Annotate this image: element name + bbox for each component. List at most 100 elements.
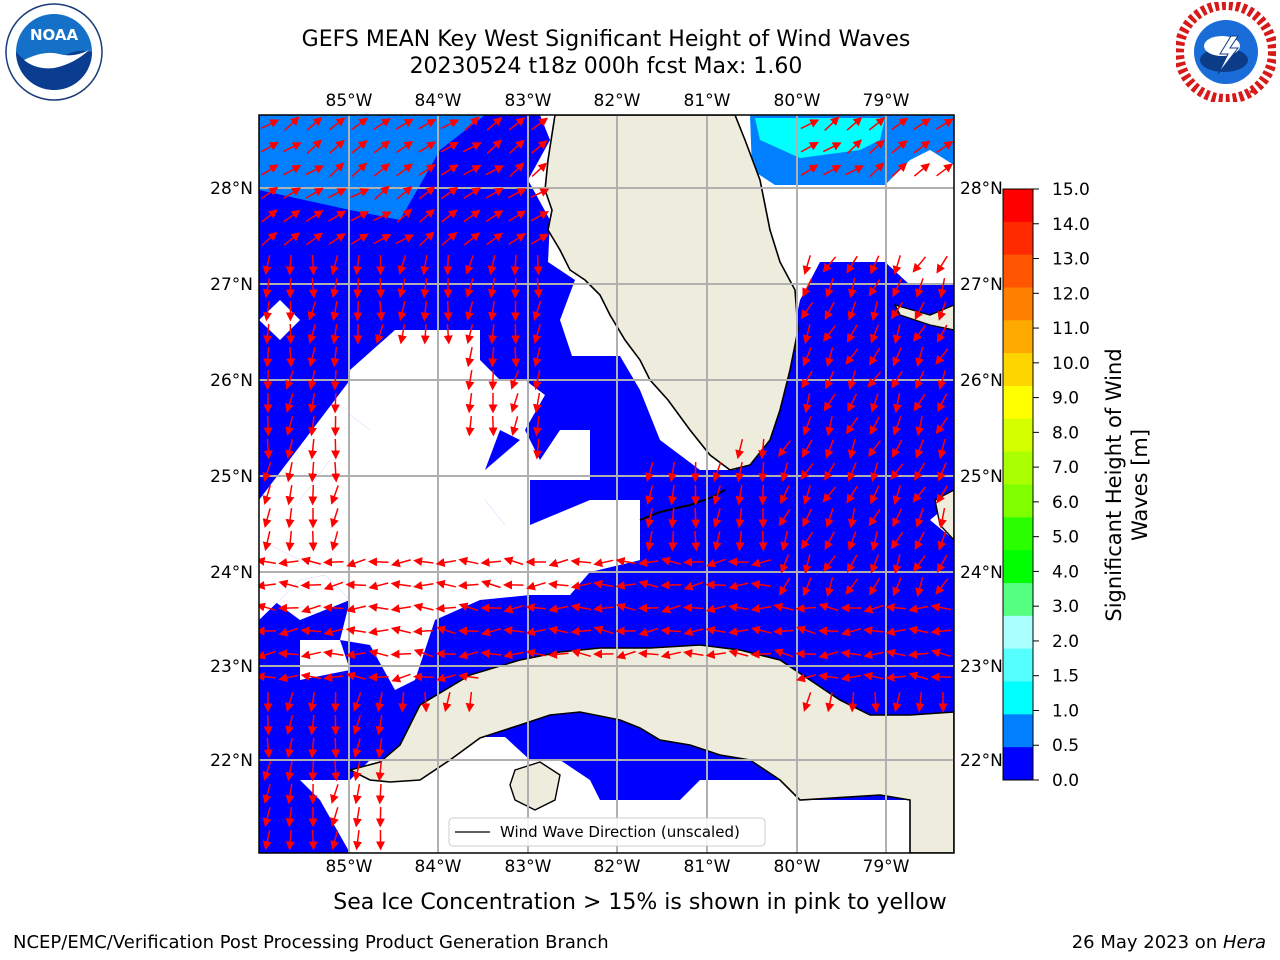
footer-credit: NCEP/EMC/Verification Post Processing Pr…: [13, 932, 609, 953]
wind-wave-arrow: [396, 208, 413, 224]
wind-wave-arrow: [532, 370, 542, 391]
wind-wave-arrow: [593, 625, 614, 635]
wind-wave-arrow: [758, 438, 768, 460]
wind-wave-arrow: [915, 577, 924, 598]
wind-wave-arrow: [368, 648, 389, 658]
wind-wave-arrow: [869, 139, 885, 154]
wind-wave-arrow: [440, 141, 459, 153]
wind-wave-arrow: [750, 580, 772, 589]
noaa-logo-text: NOAA: [30, 26, 79, 44]
wind-wave-arrow: [913, 163, 931, 177]
wind-wave-arrow: [712, 485, 722, 506]
wind-wave-arrow: [376, 300, 386, 322]
wind-wave-arrow: [368, 581, 389, 591]
wind-wave-arrow: [442, 692, 452, 713]
wind-wave-arrow: [308, 415, 317, 437]
wind-wave-arrow: [801, 439, 813, 458]
wind-wave-arrow: [486, 232, 504, 246]
wind-wave-arrow: [802, 347, 812, 367]
wind-wave-arrow: [705, 625, 727, 635]
wind-wave-arrow: [396, 163, 413, 177]
wind-wave-arrow: [936, 485, 948, 504]
wind-wave-arrow: [465, 393, 475, 414]
wind-wave-arrow: [913, 555, 926, 573]
wind-wave-arrow: [638, 649, 659, 659]
colorbar-swatch: [1003, 221, 1033, 256]
wind-wave-arrow: [323, 627, 344, 637]
wind-wave-arrow: [262, 462, 272, 482]
wind-wave-arrow: [345, 580, 367, 590]
wind-wave-arrow: [488, 415, 498, 437]
wind-wave-arrow: [328, 117, 346, 131]
wind-wave-arrow: [822, 256, 837, 273]
wind-wave-arrow: [847, 462, 857, 482]
wind-wave-arrow: [331, 737, 341, 759]
lon-label-bottom: 83°W: [505, 857, 552, 877]
wind-wave-arrow: [300, 626, 322, 636]
wind-wave-arrow: [825, 577, 834, 598]
wind-wave-arrow: [728, 581, 749, 591]
wind-wave-arrow: [800, 531, 814, 550]
wind-wave-arrow: [935, 348, 949, 365]
colorbar-swatch: [1003, 451, 1033, 485]
wind-wave-arrow: [462, 142, 482, 153]
lat-label-right: 22°N: [960, 751, 1003, 771]
wind-wave-arrow: [525, 627, 547, 637]
wind-wave-arrow: [668, 485, 678, 506]
wind-wave-arrow: [823, 164, 842, 176]
wind-wave-arrow: [930, 648, 951, 658]
wind-wave-arrow: [892, 392, 902, 414]
wind-wave-arrow: [375, 692, 385, 713]
lat-label-left: 28°N: [210, 179, 253, 199]
wind-wave-arrow: [818, 602, 839, 612]
colorbar-swatch: [1003, 320, 1033, 354]
wind-wave-arrow: [285, 692, 294, 713]
wind-wave-arrow: [300, 556, 321, 566]
wind-wave-arrow: [728, 557, 749, 567]
wind-wave-arrow: [935, 140, 954, 154]
wind-wave-arrow: [510, 254, 520, 276]
wind-wave-arrow: [750, 558, 771, 568]
wind-wave-arrow: [548, 604, 569, 614]
wind-wave-arrow: [638, 557, 659, 567]
lon-label-top: 82°W: [594, 91, 641, 111]
wind-wave-arrow: [683, 648, 704, 658]
wind-wave-arrow: [868, 117, 886, 131]
wind-wave-arrow: [915, 278, 924, 298]
colorbar-tick-label: 13.0: [1052, 250, 1090, 270]
wind-wave-arrow: [330, 485, 339, 505]
wind-wave-arrow: [869, 485, 880, 505]
wind-wave-arrow: [259, 650, 276, 660]
wind-wave-arrow: [485, 187, 504, 199]
wind-wave-arrow: [570, 648, 591, 658]
wind-wave-arrow: [661, 604, 681, 614]
wind-wave-arrow: [435, 649, 457, 659]
wind-wave-arrow: [802, 278, 813, 298]
colorbar-swatch: [1003, 615, 1033, 650]
wind-wave-arrow: [645, 485, 654, 506]
wind-wave-arrow: [480, 649, 501, 659]
wind-wave-arrow: [645, 462, 654, 483]
wind-wave-arrow: [795, 649, 817, 659]
wind-wave-arrow: [465, 324, 475, 345]
lat-label-left: 22°N: [210, 751, 253, 771]
wind-wave-arrow: [825, 508, 834, 528]
wind-wave-arrow: [802, 416, 812, 436]
wind-wave-arrow: [691, 507, 701, 529]
wind-wave-arrow: [845, 348, 859, 365]
wind-wave-arrow: [395, 118, 414, 130]
wind-wave-arrow: [847, 370, 857, 391]
wind-wave-arrow: [891, 117, 909, 131]
wind-wave-arrow: [930, 602, 952, 612]
wind-wave-arrow: [778, 440, 791, 457]
colorbar-title-line2: Waves [m]: [1128, 429, 1152, 541]
wind-wave-arrow: [440, 119, 460, 130]
wind-wave-arrow: [285, 715, 294, 736]
wind-wave-arrow: [391, 673, 411, 683]
wind-wave-arrow: [638, 579, 659, 589]
wind-wave-arrow: [530, 233, 549, 245]
colorbar-swatch: [1003, 287, 1033, 321]
wind-wave-arrow: [308, 461, 318, 483]
lon-label-top: 83°W: [505, 91, 552, 111]
wind-wave-arrow: [486, 139, 503, 155]
